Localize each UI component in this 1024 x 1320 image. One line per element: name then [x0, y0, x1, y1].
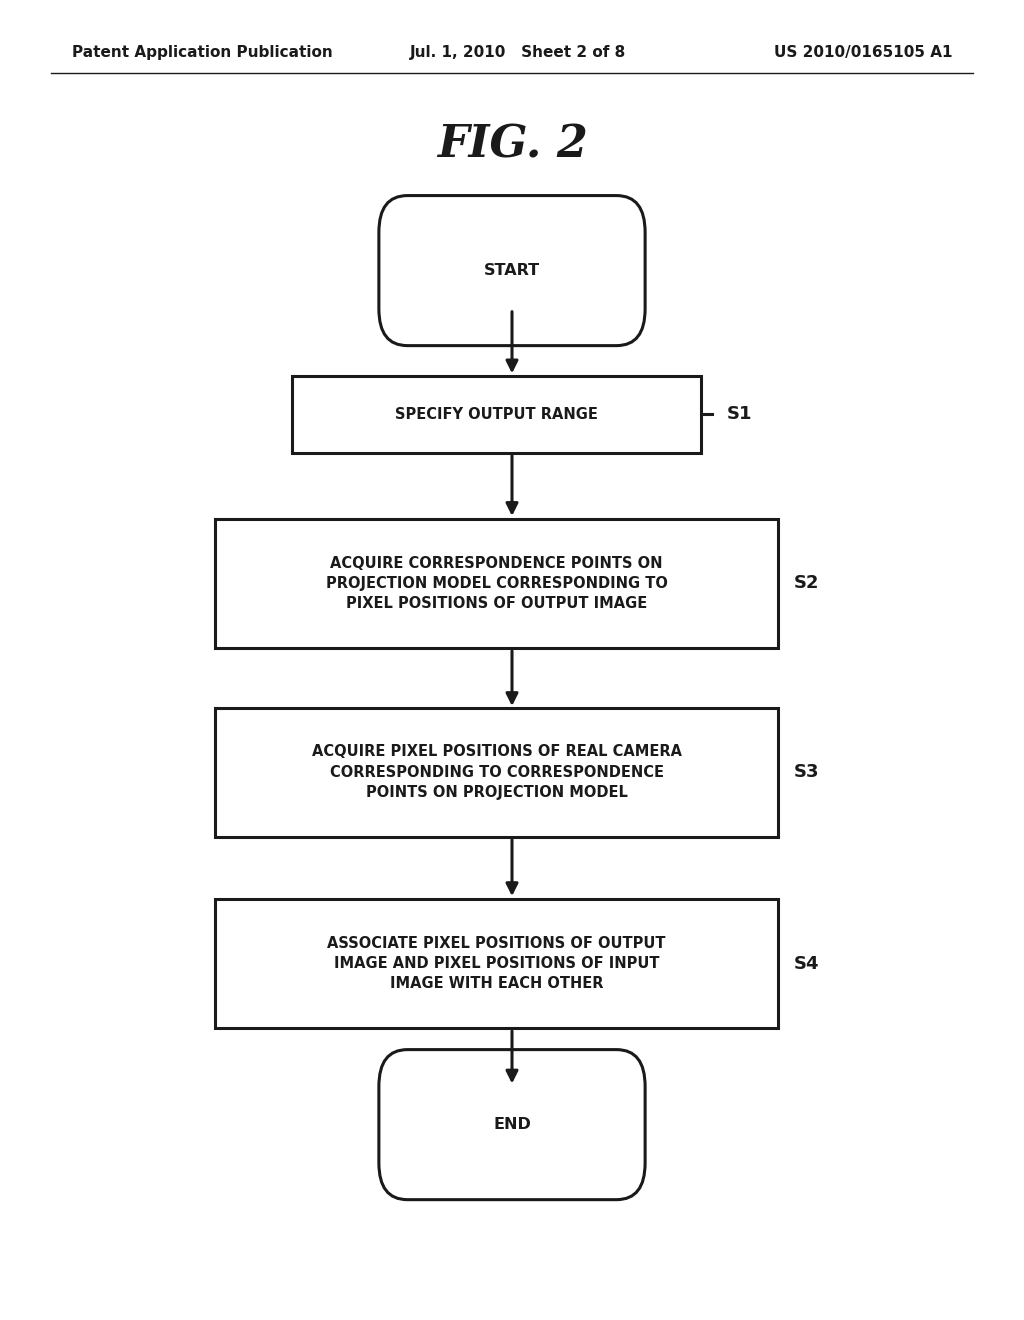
FancyBboxPatch shape	[379, 195, 645, 346]
FancyBboxPatch shape	[379, 1049, 645, 1200]
Text: SPECIFY OUTPUT RANGE: SPECIFY OUTPUT RANGE	[395, 407, 598, 422]
Text: S3: S3	[794, 763, 819, 781]
Text: ASSOCIATE PIXEL POSITIONS OF OUTPUT
IMAGE AND PIXEL POSITIONS OF INPUT
IMAGE WIT: ASSOCIATE PIXEL POSITIONS OF OUTPUT IMAG…	[328, 936, 666, 991]
FancyBboxPatch shape	[215, 708, 778, 837]
Text: US 2010/0165105 A1: US 2010/0165105 A1	[774, 45, 952, 61]
Text: ACQUIRE PIXEL POSITIONS OF REAL CAMERA
CORRESPONDING TO CORRESPONDENCE
POINTS ON: ACQUIRE PIXEL POSITIONS OF REAL CAMERA C…	[311, 744, 682, 800]
Text: FIG. 2: FIG. 2	[436, 124, 588, 166]
Text: END: END	[494, 1117, 530, 1133]
Text: ACQUIRE CORRESPONDENCE POINTS ON
PROJECTION MODEL CORRESPONDING TO
PIXEL POSITIO: ACQUIRE CORRESPONDENCE POINTS ON PROJECT…	[326, 556, 668, 611]
Text: S2: S2	[794, 574, 819, 593]
Text: S4: S4	[794, 954, 819, 973]
Text: Jul. 1, 2010   Sheet 2 of 8: Jul. 1, 2010 Sheet 2 of 8	[410, 45, 626, 61]
Text: START: START	[484, 263, 540, 279]
Text: S1: S1	[727, 405, 753, 424]
FancyBboxPatch shape	[215, 899, 778, 1028]
Text: Patent Application Publication: Patent Application Publication	[72, 45, 333, 61]
FancyBboxPatch shape	[292, 376, 701, 453]
FancyBboxPatch shape	[215, 519, 778, 648]
